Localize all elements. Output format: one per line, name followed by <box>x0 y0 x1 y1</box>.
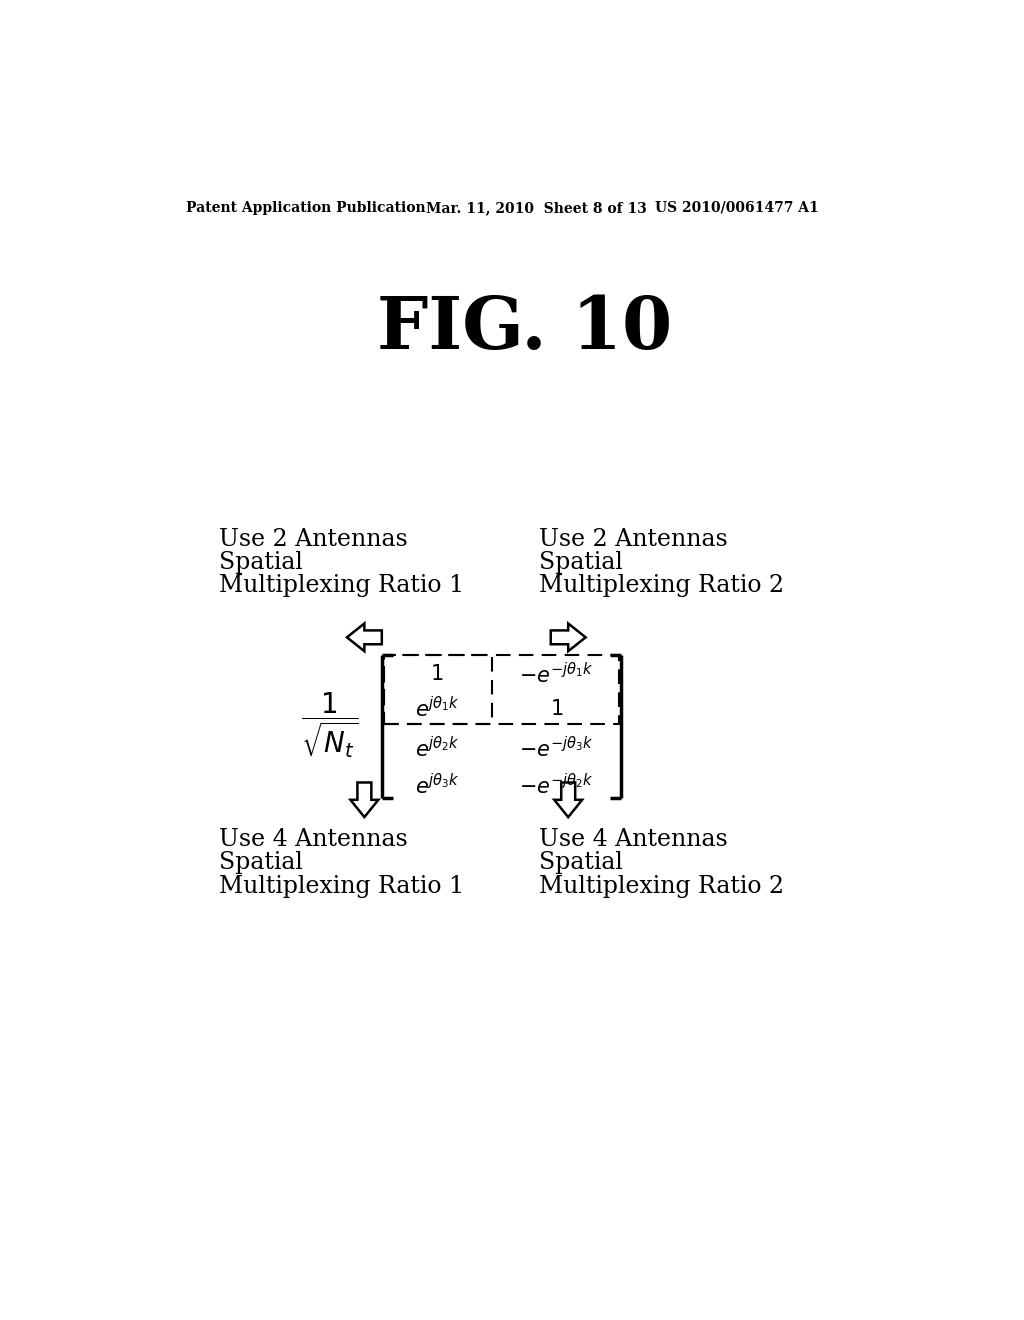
Text: Mar. 11, 2010  Sheet 8 of 13: Mar. 11, 2010 Sheet 8 of 13 <box>426 201 647 215</box>
Text: Multiplexing Ratio 1: Multiplexing Ratio 1 <box>219 574 465 597</box>
Text: $\dfrac{1}{\sqrt{N_t}}$: $\dfrac{1}{\sqrt{N_t}}$ <box>301 692 358 760</box>
Text: FIG. 10: FIG. 10 <box>377 293 673 364</box>
Text: $e^{j\theta_1 k}$: $e^{j\theta_1 k}$ <box>415 697 460 722</box>
Text: Multiplexing Ratio 2: Multiplexing Ratio 2 <box>539 574 784 597</box>
Text: $1$: $1$ <box>430 664 443 684</box>
Text: US 2010/0061477 A1: US 2010/0061477 A1 <box>655 201 819 215</box>
Text: Use 4 Antennas: Use 4 Antennas <box>219 829 409 851</box>
Text: $-e^{-j\theta_2 k}$: $-e^{-j\theta_2 k}$ <box>519 774 594 799</box>
Text: Use 2 Antennas: Use 2 Antennas <box>219 528 409 550</box>
Text: Spatial: Spatial <box>539 851 623 874</box>
Text: Spatial: Spatial <box>219 851 303 874</box>
Text: $-e^{-j\theta_1 k}$: $-e^{-j\theta_1 k}$ <box>519 661 594 686</box>
Text: Patent Application Publication: Patent Application Publication <box>186 201 426 215</box>
Text: Multiplexing Ratio 2: Multiplexing Ratio 2 <box>539 875 784 898</box>
Text: Use 4 Antennas: Use 4 Antennas <box>539 829 727 851</box>
Text: Use 2 Antennas: Use 2 Antennas <box>539 528 727 550</box>
Text: $-e^{-j\theta_3 k}$: $-e^{-j\theta_3 k}$ <box>519 737 594 762</box>
Text: Spatial: Spatial <box>219 552 303 574</box>
Text: $1$: $1$ <box>550 700 563 719</box>
Bar <box>384 655 620 725</box>
Bar <box>384 655 492 725</box>
Text: Multiplexing Ratio 1: Multiplexing Ratio 1 <box>219 875 465 898</box>
Text: Spatial: Spatial <box>539 552 623 574</box>
Text: $e^{j\theta_3 k}$: $e^{j\theta_3 k}$ <box>415 774 460 799</box>
Text: $e^{j\theta_2 k}$: $e^{j\theta_2 k}$ <box>415 737 460 762</box>
